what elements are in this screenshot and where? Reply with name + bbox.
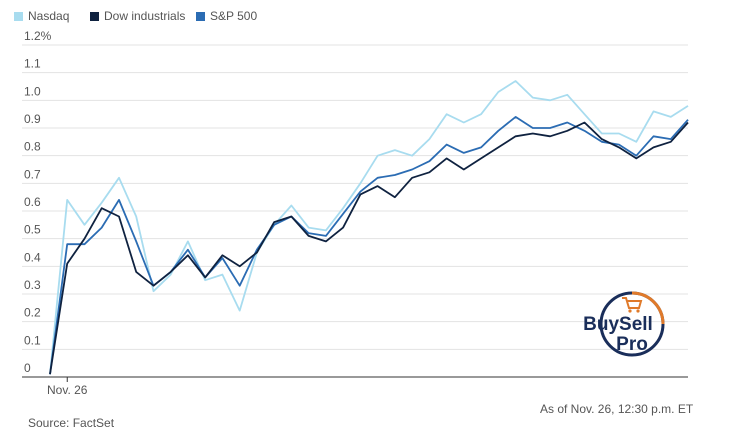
y-tick-label: 0.5 bbox=[24, 223, 41, 237]
y-tick-label: 1.0 bbox=[24, 84, 41, 98]
shopping-cart-icon bbox=[622, 297, 643, 313]
y-tick-label: 0.8 bbox=[24, 140, 41, 154]
logo-text-buysell: BuySell bbox=[583, 314, 653, 335]
legend-swatch-nasdaq bbox=[14, 11, 23, 21]
y-tick-label: 0.6 bbox=[24, 195, 41, 209]
legend-item-dow: Dow industrials bbox=[90, 9, 185, 23]
y-tick-label: 0.7 bbox=[24, 167, 41, 181]
y-tick-label: 1.2% bbox=[24, 29, 52, 43]
legend-swatch-sp500 bbox=[196, 11, 205, 21]
legend-item-nasdaq: Nasdaq bbox=[14, 9, 69, 23]
source-note: Source: FactSet bbox=[28, 416, 115, 430]
y-tick-label: 0.3 bbox=[24, 278, 41, 292]
y-tick-label: 1.1 bbox=[24, 57, 41, 71]
legend-label-sp500: S&P 500 bbox=[210, 9, 258, 23]
series-line-nasdaq bbox=[49, 80, 689, 375]
y-tick-label: 0.4 bbox=[24, 250, 41, 264]
buysellpro-logo: BuySell Pro bbox=[583, 291, 665, 357]
x-tick-label: Nov. 26 bbox=[47, 383, 88, 397]
legend-item-sp500: S&P 500 bbox=[196, 9, 257, 23]
y-tick-label: 0.1 bbox=[24, 333, 41, 347]
y-tick-label: 0 bbox=[24, 361, 31, 375]
legend-swatch-dow bbox=[90, 11, 99, 21]
y-tick-label: 0.9 bbox=[24, 112, 41, 126]
legend-label-dow: Dow industrials bbox=[104, 9, 186, 23]
y-tick-label: 0.2 bbox=[24, 306, 41, 320]
series-line-dow-industrials bbox=[49, 121, 689, 375]
logo-ring-accent bbox=[631, 291, 665, 325]
logo-text-pro: Pro bbox=[616, 334, 648, 355]
legend-label-nasdaq: Nasdaq bbox=[28, 9, 70, 23]
as-of-note: As of Nov. 26, 12:30 p.m. ET bbox=[540, 402, 694, 416]
